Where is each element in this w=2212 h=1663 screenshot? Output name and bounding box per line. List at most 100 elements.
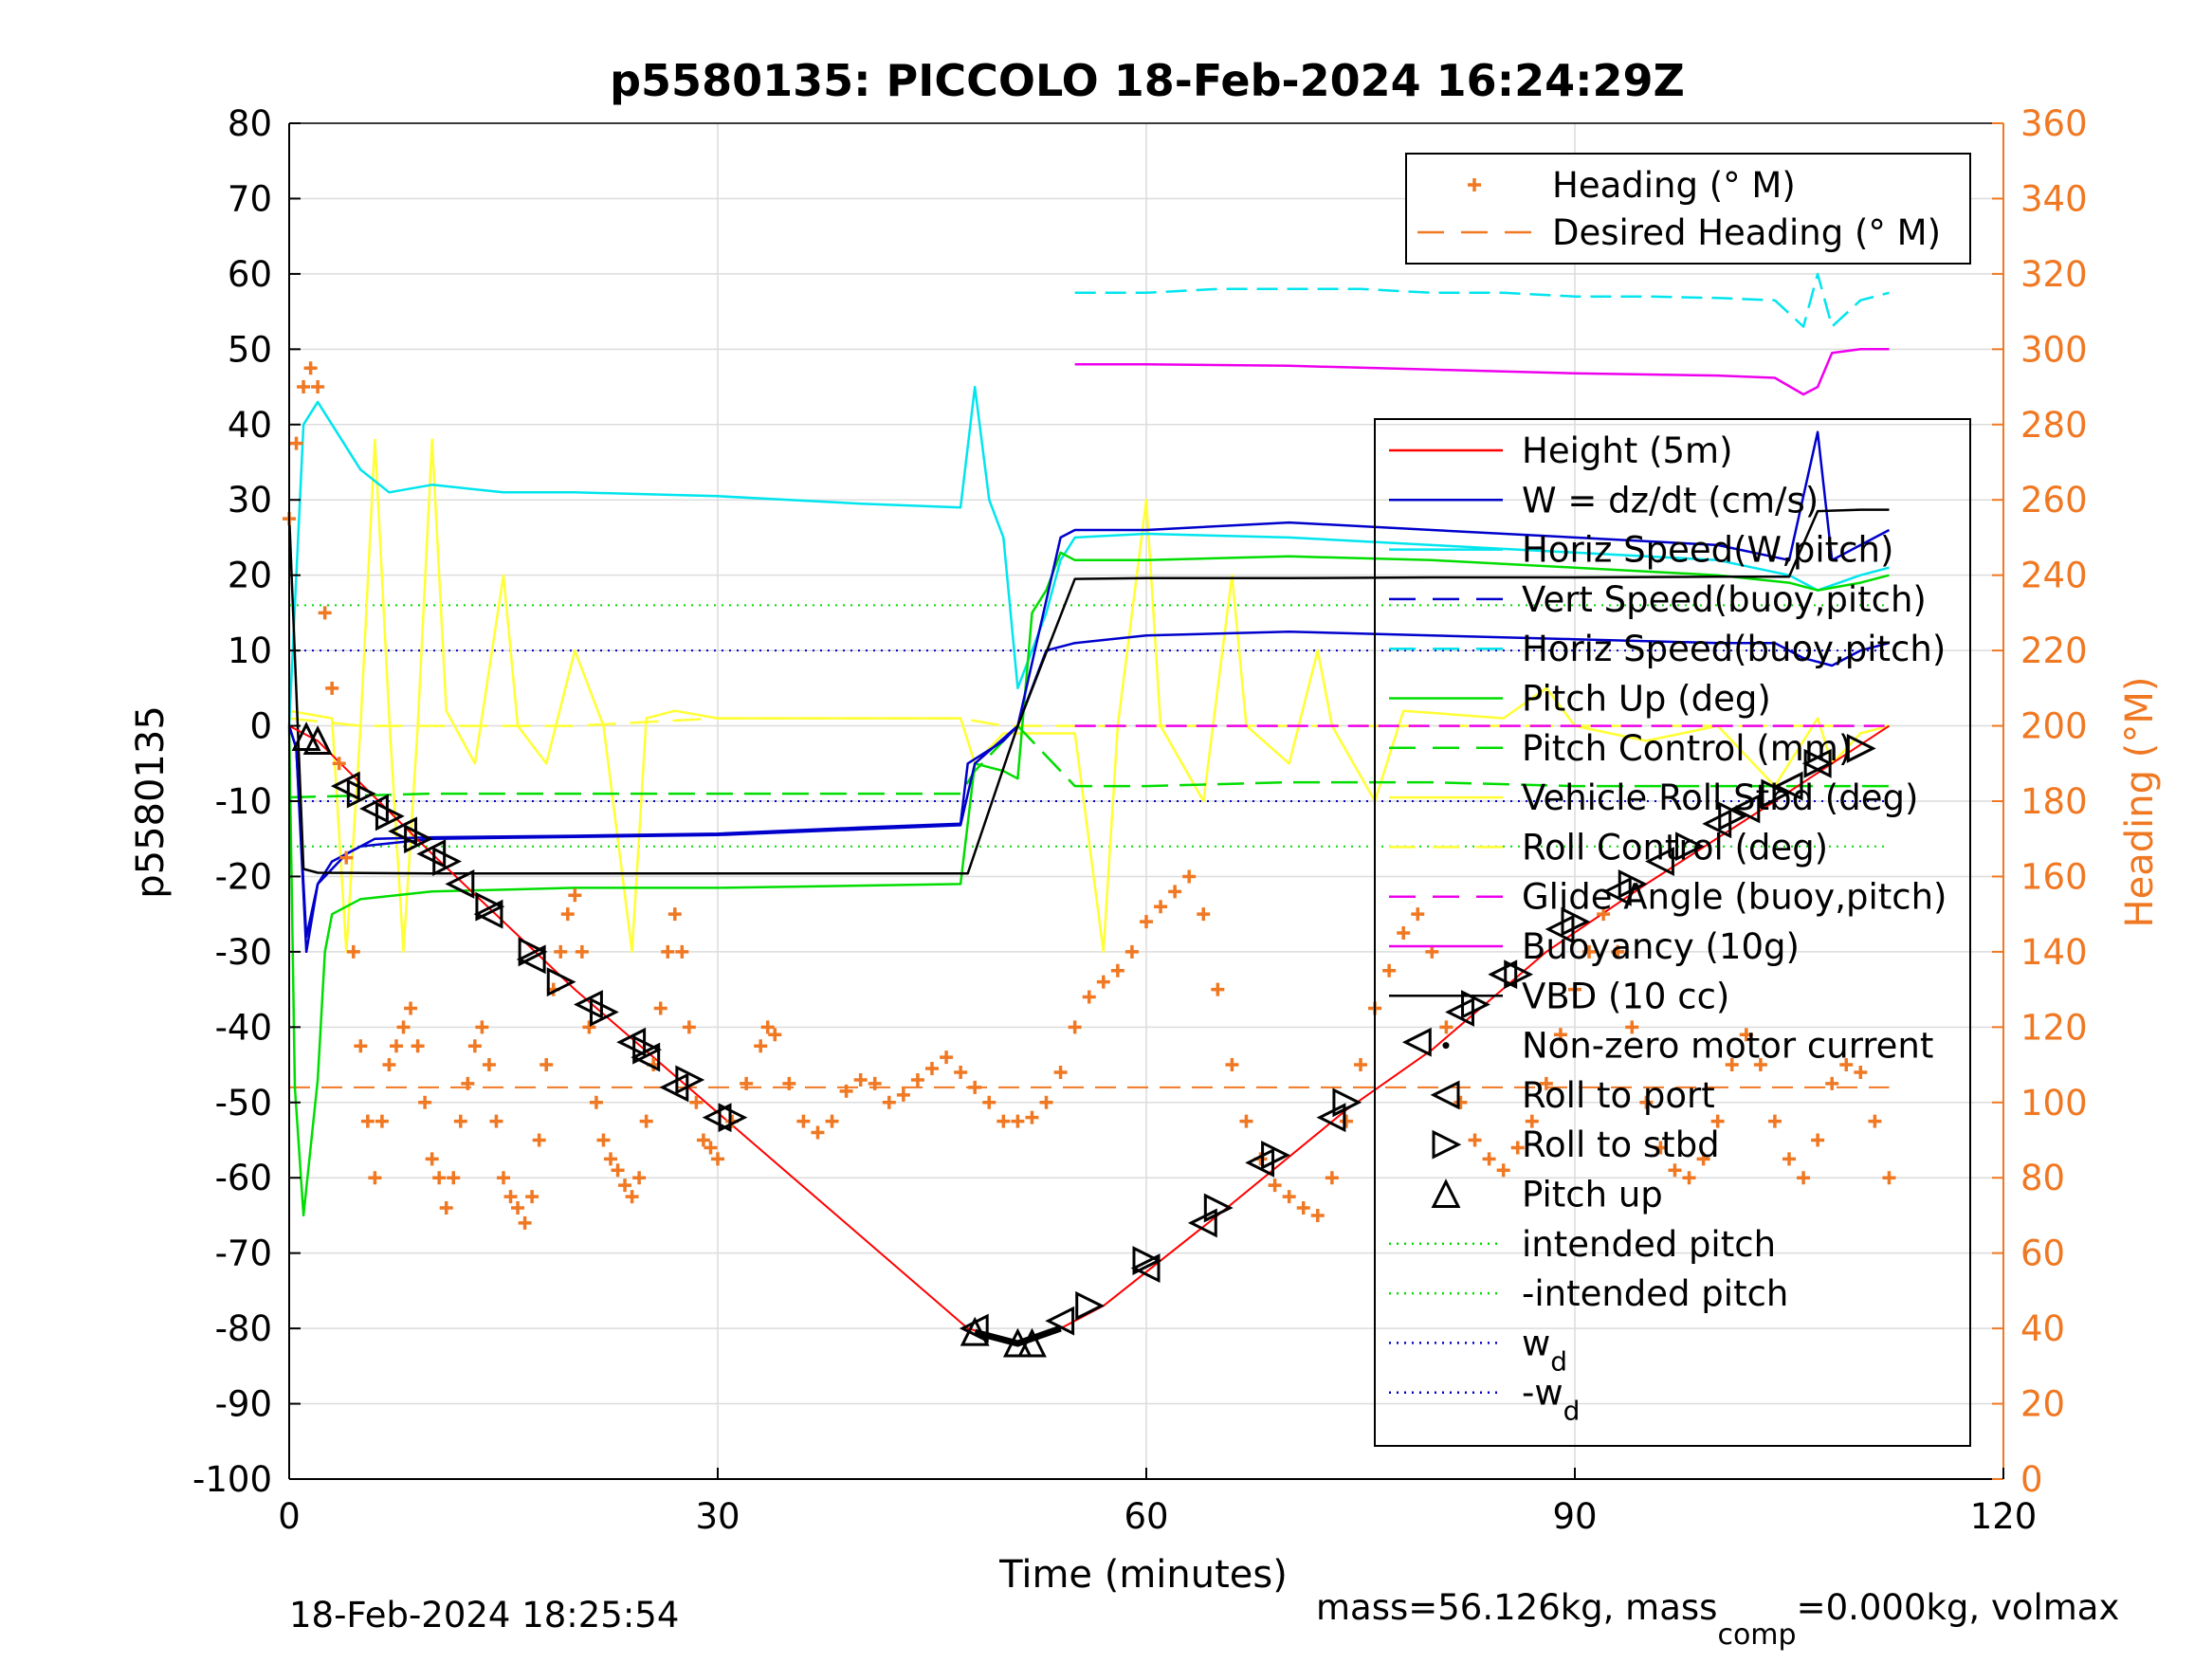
heading-point [503,1190,518,1204]
footer-mass-pre: mass=56.126kg, mass [1316,1587,1717,1628]
legend-label-main: Roll Control (deg) [1522,827,1828,868]
legend-label-main: Vehicle Roll Stbd (deg) [1522,777,1918,818]
roll-port-marker [1401,1027,1432,1057]
heading-point [1582,944,1597,959]
x-axis-label: Time (minutes) [998,1553,1288,1597]
heading-point [439,1201,453,1215]
heading-point [396,1020,411,1034]
heading-point [1339,1114,1353,1128]
heading-point [768,1028,782,1042]
heading-point [1654,1141,1668,1155]
heading-point [1225,1058,1239,1072]
y-tick-label: -70 [215,1234,272,1274]
heading-point [467,1039,482,1053]
y-tick-label: 10 [228,630,272,671]
roll-stbd-marker [632,1034,663,1065]
x-tick-label: 90 [1552,1496,1597,1537]
legend-label: Roll to stbd [1522,1124,1720,1165]
legend-label-main: Desired Heading (° M) [1552,212,1941,253]
heading-point [1282,1190,1296,1204]
legend-label: Non-zero motor current [1522,1026,1933,1067]
heading-point [497,1171,510,1185]
heading-point [1639,1095,1654,1109]
pitch-up-marker [302,725,333,755]
heading-point [611,1163,625,1178]
legend-box [1405,153,1971,265]
roll-stbd-marker [675,1065,705,1095]
heading-point [475,1020,489,1034]
heading-point [525,1190,539,1204]
heading-point [318,606,332,620]
y-tick-label: 70 [228,178,272,219]
y-right-tick-label: 140 [2020,932,2088,973]
reference-lines [289,604,1890,1088]
legend-sample-dot [1442,1042,1450,1050]
y-right-tick-label: 40 [2020,1308,2065,1349]
heading-point [882,1095,896,1109]
x-tick-label: 120 [1970,1496,2038,1537]
legend-label: Pitch Up (deg) [1522,679,1771,720]
heading-point [1496,1163,1510,1178]
roll-stbd-marker [404,824,433,854]
legend-label: intended pitch [1522,1224,1776,1265]
heading-point [1197,907,1211,922]
heading-point [653,1001,667,1015]
y-tick-label: 80 [228,103,272,144]
heading-point [896,1087,910,1102]
y-tick-label: -90 [215,1384,272,1425]
heading-point [532,1133,546,1147]
y-tick-label: -20 [215,856,272,897]
heading-point [667,907,682,922]
heading-point [1725,1058,1739,1072]
heading-point [711,1152,724,1166]
heading-point [1539,1076,1553,1090]
y-tick-label: 50 [228,329,272,370]
y-axis-label: p5580135 [129,705,173,899]
roll-stbd-marker [589,997,619,1027]
series-pitch-control [288,724,1890,799]
x-tick-label: 0 [278,1496,301,1537]
heading-point [1782,1152,1796,1166]
legend-label: wd [1522,1323,1567,1377]
roll-port-marker [1045,1306,1075,1336]
legend-label-main: Glide Angle (buoy,pitch) [1522,877,1947,918]
heading-point [418,1095,432,1109]
roll-stbd-marker [1561,906,1591,937]
legend-label-main: Horiz Speed(W,pitch) [1522,530,1893,571]
roll-stbd-marker [1203,1193,1234,1223]
legend-label-sub: d [1563,1396,1581,1427]
legend-label-main: VBD (10 cc) [1522,976,1729,1016]
legend-label-main: -intended pitch [1522,1273,1788,1314]
legend-label-main: Heading (° M) [1552,165,1796,206]
heading-point [582,1020,596,1034]
marker-layer [283,361,1896,1358]
heading-point [311,380,325,394]
roll-stbd-marker [1461,990,1490,1019]
heading-point [1039,1095,1053,1109]
heading-point [1182,869,1197,884]
roll-port-marker [1187,1208,1217,1238]
roll-port-marker [1773,771,1803,801]
heading-point [1110,963,1124,978]
legend-label-main: Roll to stbd [1522,1124,1720,1165]
y-right-tick-label: 240 [2020,556,2088,596]
heading-point [1296,1201,1310,1215]
legend-label: Vehicle Roll Stbd (deg) [1522,777,1918,818]
y-tick-label: -10 [215,781,272,822]
heading-point [910,1072,924,1087]
heading-point [1310,1208,1325,1222]
heading-point [1124,944,1139,959]
roll-port-marker [516,944,546,975]
legend-label-main: Pitch Control (mm) [1522,728,1852,769]
heading-point [289,436,303,450]
heading-point [754,1039,768,1053]
roll-stbd-marker [1846,733,1876,763]
y-tick-label: 0 [249,706,272,747]
heading-point [954,1066,968,1079]
heading-point [539,1058,554,1072]
heading-point [1325,1171,1339,1185]
series-vert-speed-buoy [287,430,1891,939]
heading-point [339,850,354,865]
